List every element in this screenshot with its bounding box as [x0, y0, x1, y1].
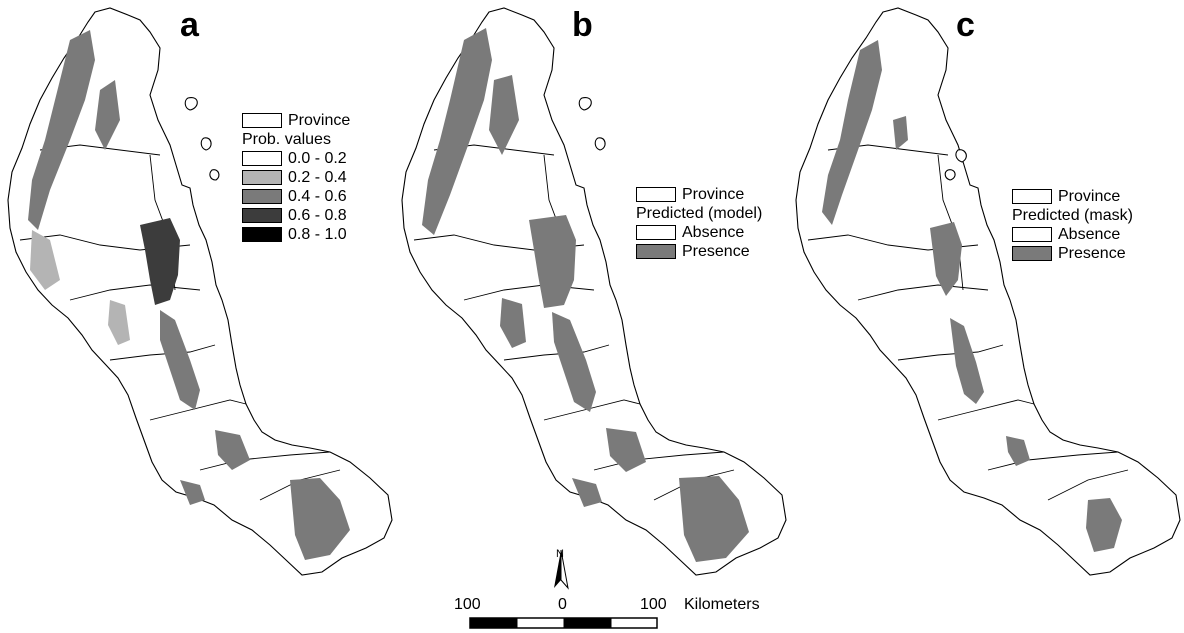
province-swatch — [1012, 189, 1052, 204]
province-swatch — [242, 113, 282, 128]
legend-row: Absence — [636, 224, 786, 243]
scale-units: Kilometers — [684, 596, 760, 613]
panel-letter: a — [180, 6, 199, 44]
legend-swatch — [636, 244, 676, 259]
province-outline — [7, 7, 393, 576]
legend-swatch — [242, 227, 282, 242]
legend-title: Predicted (mask) — [1012, 207, 1133, 224]
legend-label: 0.2 - 0.4 — [288, 169, 347, 186]
map-c — [795, 7, 1181, 576]
legend-label: 0.6 - 0.8 — [288, 207, 347, 224]
legend-title: Prob. values — [242, 131, 331, 148]
legend-label: Absence — [1058, 226, 1121, 243]
legend-label: Province — [288, 112, 351, 129]
scale-label-right: 100 — [640, 596, 667, 613]
legend-row: Absence — [1012, 226, 1172, 245]
legend-label: Presence — [682, 243, 750, 260]
legend-row: 0.6 - 0.8 — [242, 207, 387, 226]
legend-row: Presence — [636, 243, 786, 262]
province-outline — [401, 7, 787, 576]
scale-label-zero: 0 — [558, 596, 567, 613]
legend-swatch — [1012, 227, 1052, 242]
panel-letter: b — [572, 6, 593, 44]
legend-row: 0.8 - 1.0 — [242, 226, 387, 245]
legend-row-province: Province — [242, 112, 387, 131]
province-outline — [795, 7, 1181, 576]
legend-swatch — [1012, 246, 1052, 261]
legend-label: Province — [682, 186, 745, 203]
legend-swatch — [242, 151, 282, 166]
legend-row: Presence — [1012, 245, 1172, 264]
legend: Province Predicted (mask) Absence Presen… — [1012, 188, 1172, 264]
legend-row: 0.2 - 0.4 — [242, 169, 387, 188]
scale-graphic — [469, 549, 658, 629]
legend-row-province: Province — [1012, 188, 1172, 207]
legend-row: 0.0 - 0.2 — [242, 150, 387, 169]
legend-label: 0.0 - 0.2 — [288, 150, 347, 167]
scale-bar: N 100 0 100 Kilometers — [440, 548, 760, 633]
legend: Province Prob. values 0.0 - 0.2 0.2 - 0.… — [242, 112, 387, 245]
north-arrow-icon — [554, 549, 569, 590]
map-a — [7, 7, 393, 576]
predicted-presence — [422, 28, 749, 562]
legend-swatch — [636, 225, 676, 240]
north-label: N — [556, 548, 564, 560]
map-panel-c: c Province Predicted (mask) Absence Pres… — [788, 0, 1182, 600]
scale-label-left: 100 — [454, 596, 481, 613]
legend-label: Province — [1058, 188, 1121, 205]
habitat-probability-shading — [28, 30, 350, 560]
legend: Province Predicted (model) Absence Prese… — [636, 186, 786, 262]
legend-row-province: Province — [636, 186, 786, 205]
legend-label: 0.8 - 1.0 — [288, 226, 347, 243]
province-swatch — [636, 187, 676, 202]
legend-label: Absence — [682, 224, 745, 241]
legend-swatch — [242, 189, 282, 204]
legend-title: Predicted (model) — [636, 205, 763, 222]
legend-row: 0.4 - 0.6 — [242, 188, 387, 207]
map-panel-a: a Province Prob. values 0.0 - 0.2 0.2 - … — [0, 0, 394, 600]
legend-swatch — [242, 208, 282, 223]
legend-swatch — [242, 170, 282, 185]
map-b — [401, 7, 787, 576]
legend-label: Presence — [1058, 245, 1126, 262]
map-panel-b: b Province Predicted (model) Absence Pre… — [394, 0, 788, 600]
predicted-presence — [822, 40, 1122, 552]
legend-label: 0.4 - 0.6 — [288, 188, 347, 205]
panel-letter: c — [956, 6, 975, 44]
